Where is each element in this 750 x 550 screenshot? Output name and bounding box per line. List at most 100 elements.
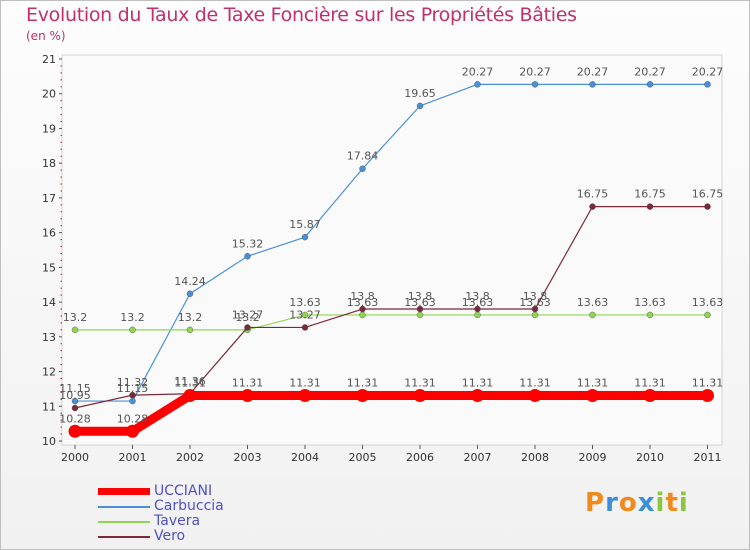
data-label-carbuccia: 19.65 [404, 87, 436, 100]
logo-letter: i [678, 488, 689, 518]
y-tick-label: 10 [42, 435, 56, 448]
x-tick-label: 2004 [291, 451, 319, 464]
data-label-carbuccia: 20.27 [519, 65, 551, 78]
data-point-vero [359, 305, 366, 313]
data-point-carbuccia [244, 253, 251, 260]
series-line-ucciani [75, 391, 708, 436]
y-tick-label: 15 [42, 261, 56, 274]
data-point-ucciani [356, 389, 369, 403]
x-tick-label: 2010 [636, 451, 664, 464]
data-point-tavera [71, 326, 79, 334]
legend-swatch-tavera [98, 521, 150, 523]
legend-swatch-vero [98, 536, 150, 538]
data-label-tavera: 13.63 [289, 296, 321, 309]
y-tick-label: 13 [42, 331, 56, 344]
x-tick-label: 2005 [349, 451, 377, 464]
logo-letter: x [637, 488, 656, 518]
y-tick-label: 14 [42, 296, 56, 309]
data-point-ucciani [126, 424, 139, 438]
data-point-vero [704, 203, 711, 210]
data-label-vero: 10.95 [59, 389, 91, 402]
data-point-ucciani [643, 389, 657, 403]
data-label-carbuccia: 15.87 [289, 218, 321, 231]
data-label-ucciani: 11.31 [289, 377, 321, 390]
chart-unit: (en %) [26, 29, 66, 43]
y-tick-label: 17 [42, 192, 56, 205]
data-point-tavera [186, 326, 194, 334]
logo-letter: r [605, 488, 619, 518]
legend-label-ucciani: UCCIANI [154, 483, 213, 499]
data-point-ucciani [413, 389, 427, 403]
x-tick-label: 2009 [579, 451, 607, 464]
legend-label-carbuccia: Carbuccia [154, 498, 224, 514]
data-point-vero [129, 391, 136, 399]
y-tick-label: 21 [42, 53, 56, 66]
y-tick-label: 11 [42, 400, 56, 413]
y-tick-label: 19 [42, 122, 56, 135]
data-label-vero: 13.8 [465, 290, 490, 303]
data-point-ucciani [586, 389, 599, 403]
data-point-carbuccia [474, 81, 481, 88]
legend-swatch-carbuccia [98, 506, 150, 508]
data-point-vero [71, 404, 79, 412]
data-label-vero: 13.8 [408, 290, 433, 303]
data-point-tavera [646, 311, 654, 319]
data-point-tavera [301, 311, 309, 319]
data-label-ucciani: 11.31 [577, 377, 609, 390]
plot-area [61, 54, 723, 446]
data-label-vero: 13.27 [232, 308, 264, 321]
x-tick-label: 2006 [406, 451, 434, 464]
series-line-vero [74, 205, 708, 409]
x-tick-label: 2011 [694, 451, 722, 464]
data-point-vero [646, 203, 654, 210]
logo-letter: t [665, 488, 679, 518]
data-label-tavera: 13.2 [120, 311, 145, 324]
data-point-vero [531, 305, 539, 313]
data-label-ucciani: 11.31 [519, 377, 551, 390]
data-point-tavera [704, 311, 711, 319]
data-point-ucciani [298, 389, 312, 403]
data-point-carbuccia [531, 81, 539, 88]
data-label-tavera: 13.63 [692, 296, 724, 309]
data-point-carbuccia [704, 81, 711, 88]
data-label-ucciani: 10.28 [59, 412, 91, 425]
data-point-tavera [416, 311, 424, 319]
series-line-tavera [75, 314, 708, 331]
data-point-ucciani [183, 389, 197, 403]
data-point-ucciani [701, 389, 714, 403]
x-tick-label: 2008 [521, 451, 549, 464]
data-point-tavera [589, 311, 596, 319]
proxiti-logo: Proxiti [585, 488, 689, 518]
data-label-tavera: 13.2 [178, 311, 203, 324]
data-point-carbuccia [301, 233, 309, 241]
data-label-ucciani: 11.31 [232, 377, 264, 390]
data-label-vero: 13.27 [289, 308, 321, 321]
data-label-tavera: 13.63 [577, 296, 609, 309]
x-tick-label: 2002 [176, 451, 204, 464]
data-point-tavera [359, 311, 366, 319]
data-label-carbuccia: 20.27 [692, 65, 724, 78]
data-label-vero: 16.75 [692, 188, 724, 201]
data-label-carbuccia: 11.15 [117, 382, 149, 395]
data-label-tavera: 13.63 [347, 296, 379, 309]
chart-title: Evolution du Taux de Taxe Foncière sur l… [26, 4, 577, 26]
data-label-ucciani: 11.31 [692, 377, 724, 390]
data-point-vero [589, 203, 596, 210]
data-label-carbuccia: 20.27 [577, 65, 609, 78]
data-point-vero [244, 324, 251, 331]
data-label-vero: 16.75 [634, 188, 666, 201]
data-label-ucciani: 11.31 [462, 377, 494, 390]
data-label-ucciani: 11.31 [634, 377, 666, 390]
data-label-vero: 11.32 [117, 376, 149, 389]
data-label-carbuccia: 14.24 [174, 275, 206, 288]
data-point-tavera [474, 311, 481, 319]
x-tick-label: 2001 [119, 451, 147, 464]
data-point-vero [416, 305, 424, 313]
data-point-carbuccia [186, 290, 194, 297]
data-label-carbuccia: 11.15 [59, 382, 91, 395]
data-point-carbuccia [359, 165, 366, 172]
data-label-tavera: 13.63 [462, 296, 494, 309]
data-point-tavera [129, 326, 136, 334]
data-point-carbuccia [71, 397, 79, 405]
data-label-ucciani: 11.31 [347, 377, 379, 390]
